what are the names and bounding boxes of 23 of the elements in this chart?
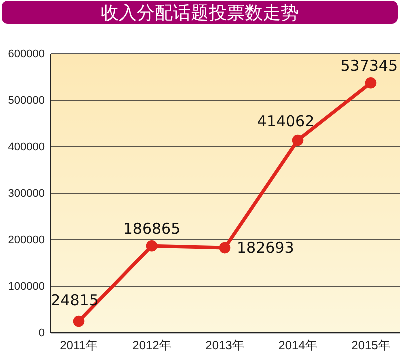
y-tick-label: 500000 bbox=[8, 95, 45, 108]
y-tick-label: 0 bbox=[38, 328, 45, 340]
data-label: 182693 bbox=[237, 239, 294, 258]
y-tick-label: 300000 bbox=[8, 188, 45, 200]
data-label: 24815 bbox=[51, 291, 99, 310]
y-tick-label: 200000 bbox=[8, 234, 45, 247]
y-tick-label: 400000 bbox=[8, 142, 45, 154]
data-label: 186865 bbox=[123, 220, 181, 238]
data-label: 537345 bbox=[340, 57, 398, 76]
data-label: 414062 bbox=[257, 112, 315, 130]
y-tick-label: 600000 bbox=[8, 48, 45, 61]
point bbox=[365, 78, 377, 89]
chart-title: 收入分配话题投票数走势 bbox=[101, 3, 299, 24]
x-tick-label: 2014年 bbox=[278, 338, 318, 353]
point bbox=[292, 134, 304, 146]
point bbox=[146, 240, 158, 252]
point bbox=[219, 242, 231, 254]
x-tick-label: 2013年 bbox=[206, 338, 244, 353]
point bbox=[73, 316, 85, 328]
x-tick-label: 2011年 bbox=[60, 338, 98, 353]
x-tick-label: 2015年 bbox=[352, 338, 390, 353]
y-tick-label: 100000 bbox=[8, 281, 45, 294]
x-tick-label: 2012年 bbox=[132, 338, 172, 353]
